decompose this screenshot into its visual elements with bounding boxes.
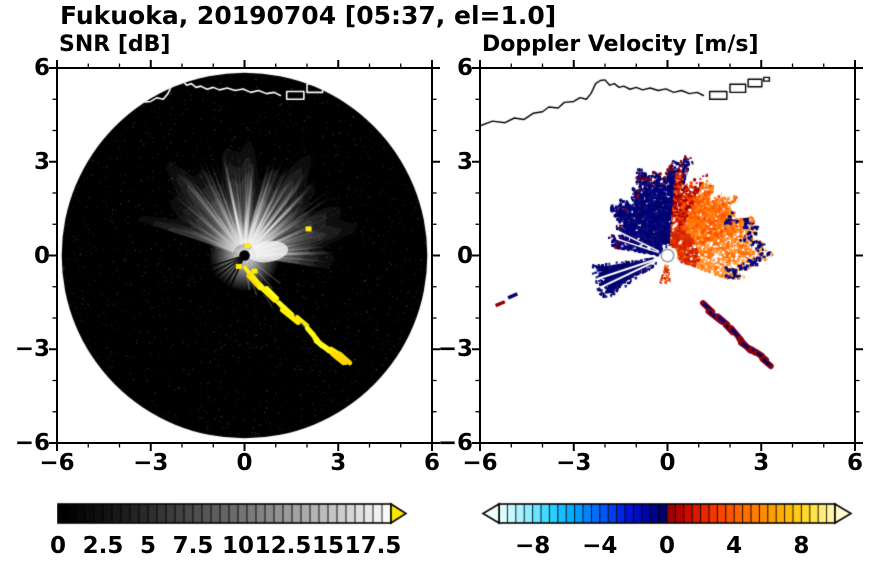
snr-colorbar-labels: 0 2.5 5 7.5 10 12.5 15 17.5: [50, 533, 409, 563]
y-tick-label: 3: [33, 148, 50, 175]
y-tick-label: −6: [14, 430, 50, 456]
doppler-x-tick-labels: −6 −3 0 3 6: [462, 450, 863, 480]
x-tick-label: 6: [423, 450, 441, 476]
doppler-colorbar-labels: −8 −4 0 4 8: [480, 533, 855, 563]
y-tick-label: 6: [456, 55, 473, 81]
snr-plot-area: [49, 60, 440, 451]
doppler-y-tick-labels: 6 3 0 −3 −6: [429, 55, 473, 456]
y-tick-label: 0: [33, 242, 50, 269]
y-tick-label: 6: [33, 55, 50, 81]
colorbar-tick-label: 10: [221, 533, 255, 559]
doppler-panel-title: Doppler Velocity [m/s]: [482, 32, 759, 57]
y-tick-label: −6: [437, 430, 473, 456]
x-tick-label: −6: [39, 450, 75, 476]
colorbar-tick-label: −4: [582, 533, 618, 559]
snr-radar-image: [57, 68, 432, 443]
x-tick-label: −3: [556, 450, 592, 476]
colorbar-tick-label: 12.5: [254, 533, 312, 559]
doppler-colorbar: [480, 502, 855, 526]
snr-colorbar: [57, 502, 409, 526]
x-tick-label: 3: [330, 450, 347, 476]
y-tick-label: 0: [456, 242, 473, 269]
colorbar-tick-label: 5: [139, 533, 157, 559]
colorbar-tick-label: 0: [658, 533, 676, 559]
doppler-plot-area: [472, 60, 863, 451]
colorbar-tick-label: 0: [49, 533, 67, 559]
x-tick-label: 3: [753, 450, 770, 476]
snr-panel-title: SNR [dB]: [59, 32, 171, 57]
x-tick-label: −6: [462, 450, 498, 476]
x-tick-label: 6: [846, 450, 864, 476]
figure-title: Fukuoka, 20190704 [05:37, el=1.0]: [60, 1, 557, 30]
x-tick-label: 0: [236, 450, 253, 476]
colorbar-tick-label: 15: [311, 533, 345, 559]
x-tick-label: −3: [133, 450, 169, 476]
colorbar-tick-label: 8: [793, 533, 810, 559]
y-tick-label: 3: [456, 148, 473, 175]
colorbar-tick-label: −8: [514, 533, 551, 559]
x-tick-label: 0: [659, 450, 676, 476]
doppler-radar-image: [480, 68, 855, 443]
colorbar-tick-label: 7.5: [172, 533, 214, 559]
colorbar-tick-label: 17.5: [344, 533, 402, 559]
y-tick-label: −3: [437, 336, 473, 363]
y-tick-label: −3: [14, 336, 50, 363]
colorbar-tick-label: 4: [726, 533, 743, 559]
snr-y-tick-labels: 6 3 0 −3 −6: [6, 55, 50, 456]
snr-x-tick-labels: −6 −3 0 3 6: [39, 450, 440, 480]
colorbar-tick-label: 2.5: [82, 533, 124, 559]
